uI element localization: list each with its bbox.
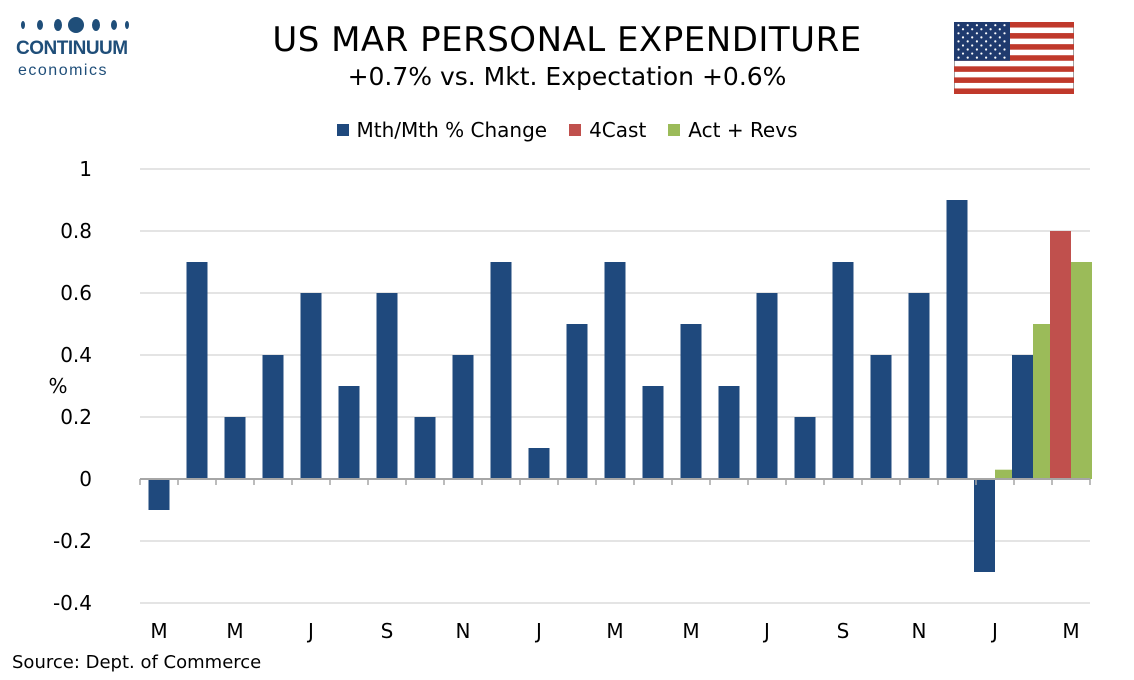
logo-name: CONTINUUM	[16, 38, 128, 59]
x-tick-label: M	[606, 619, 623, 643]
bar	[756, 293, 778, 479]
x-tick-label: J	[306, 619, 314, 643]
legend-label: 4Cast	[589, 118, 647, 142]
y-tick-label: 0.8	[60, 219, 92, 243]
bar	[566, 324, 588, 479]
bar	[186, 262, 208, 479]
bar	[1071, 262, 1092, 479]
bar	[148, 479, 170, 510]
x-tick-label: S	[837, 619, 850, 643]
bar	[1050, 231, 1071, 479]
bar	[528, 448, 550, 479]
bar	[300, 293, 322, 479]
bar	[995, 469, 1016, 479]
bar-chart: -0.4 -0.2 0 0.2 0.4 0.6 0.8 1% M M J S N J M M J S N J M	[48, 157, 1092, 643]
legend-label: Act + Revs	[688, 118, 798, 142]
bar	[338, 386, 360, 479]
bar	[946, 200, 968, 479]
bar	[974, 479, 995, 572]
us-flag-icon	[954, 22, 1074, 94]
bar	[1033, 324, 1054, 479]
x-tick-label: N	[912, 619, 927, 643]
x-tick-label: M	[682, 619, 699, 643]
bar	[604, 262, 626, 479]
bar	[718, 386, 740, 479]
x-tick-label: M	[1062, 619, 1079, 643]
legend-swatch	[668, 124, 681, 136]
bar	[794, 417, 816, 479]
bar	[414, 417, 436, 479]
legend-item: Act + Revs	[668, 118, 798, 142]
bar	[1012, 355, 1033, 479]
bar	[224, 417, 246, 479]
y-tick-label: 0.6	[60, 281, 92, 305]
y-axis-label: %	[48, 374, 67, 398]
bar	[262, 355, 284, 479]
bar	[832, 262, 854, 479]
y-tick-label: -0.4	[53, 591, 92, 615]
x-tick-label: S	[381, 619, 394, 643]
bar	[642, 386, 664, 479]
chart-legend: Mth/Mth % Change 4Cast Act + Revs	[0, 118, 1134, 142]
x-tick-label: M	[226, 619, 243, 643]
logo-dots-icon	[21, 17, 129, 33]
bar	[908, 293, 930, 479]
legend-label: Mth/Mth % Change	[356, 118, 548, 142]
y-tick-label: 0	[79, 467, 92, 491]
x-tick-label: M	[150, 619, 167, 643]
continuum-logo: CONTINUUM economics	[14, 14, 134, 79]
chart-title: US MAR PERSONAL EXPENDITURE	[272, 20, 862, 60]
y-tick-label: 1	[79, 157, 92, 181]
x-tick-label: J	[762, 619, 770, 643]
y-tick-label: 0.2	[60, 405, 92, 429]
y-tick-label: 0.4	[60, 343, 92, 367]
source-note: Source: Dept. of Commerce	[12, 652, 262, 673]
bar	[870, 355, 892, 479]
bar	[452, 355, 474, 479]
bar	[376, 293, 398, 479]
y-tick-label: -0.2	[53, 529, 92, 553]
legend-swatch	[569, 124, 582, 136]
x-tick-label: N	[456, 619, 471, 643]
bar	[680, 324, 702, 479]
chart-subtitle: +0.7% vs. Mkt. Expectation +0.6%	[347, 62, 787, 91]
x-tick-label: J	[534, 619, 542, 643]
logo-subname: economics	[18, 62, 108, 79]
legend-item: 4Cast	[569, 118, 646, 142]
x-tick-label: J	[990, 619, 998, 643]
legend-swatch	[336, 124, 349, 136]
legend-item: Mth/Mth % Change	[336, 118, 548, 142]
bar	[490, 262, 512, 479]
